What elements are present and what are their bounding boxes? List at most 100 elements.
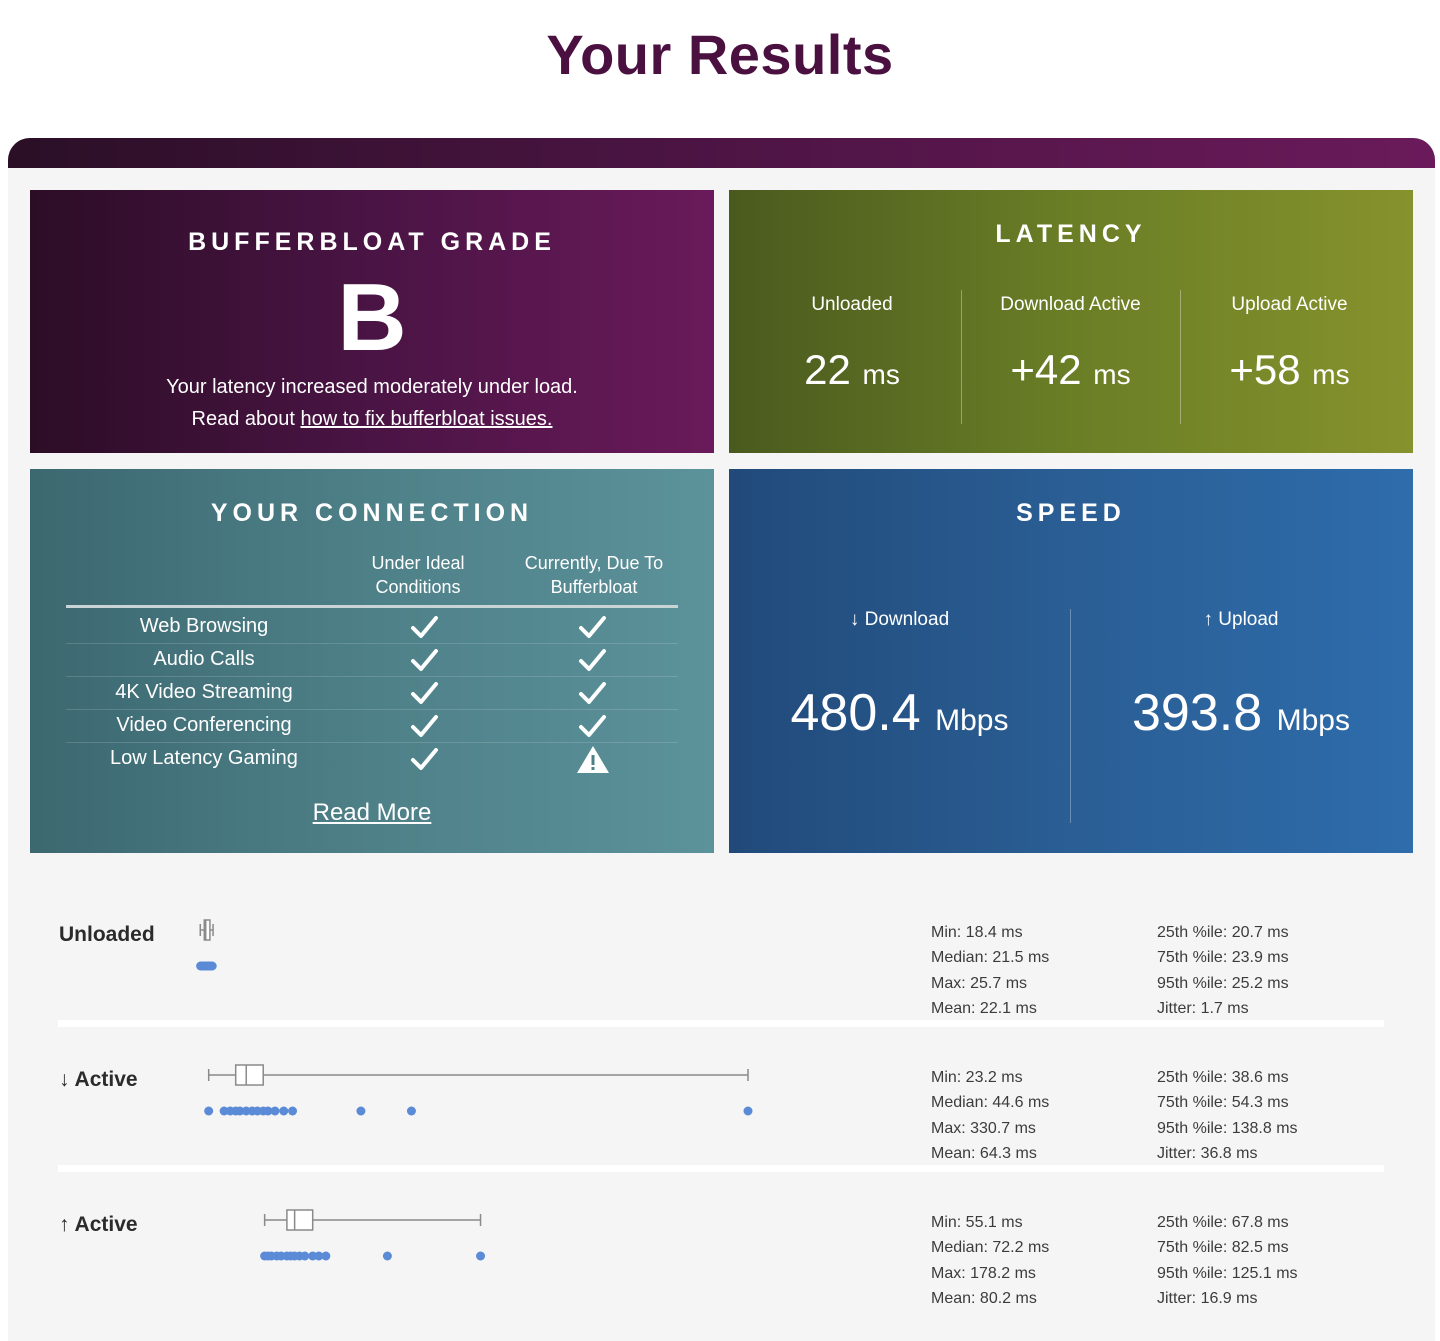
latency-box-plot: [260, 1209, 486, 1261]
stat-line: Jitter: 1.7 ms: [1157, 999, 1249, 1017]
ideal-status: [405, 646, 445, 674]
latency-sample-point: [406, 1106, 416, 1116]
speed-card: SPEED ↓ Download 480.4 Mbps ↑ Upload 393…: [729, 469, 1413, 853]
download-value: 480.4 Mbps: [790, 684, 1009, 742]
latency-label: Download Active: [1000, 294, 1141, 315]
latency-sample-point: [288, 1106, 298, 1116]
warning-icon: [577, 746, 609, 773]
stat-line: Min: 55.1 ms: [931, 1214, 1023, 1231]
stat-line: Jitter: 36.8 ms: [1157, 1144, 1258, 1162]
check-icon: [411, 682, 438, 704]
connection-row: Web Browsing: [66, 611, 678, 644]
stat-line: 25th %ile: 20.7 ms: [1157, 924, 1289, 941]
results-panel: BUFFERBLOAT GRADE B Your latency increas…: [8, 138, 1435, 1341]
latency-box-plot: [204, 1064, 753, 1116]
latency-upload-active: Upload Active +58 ms: [1180, 290, 1398, 424]
connection-row-label: Audio Calls: [153, 648, 255, 670]
ideal-status: [405, 745, 445, 773]
stat-line: Min: 23.2 ms: [931, 1069, 1023, 1086]
stats-left: Min: 23.2 ms Median: 44.6 ms Max: 330.7 ms…: [931, 1065, 1049, 1166]
grade-heading: BUFFERBLOAT GRADE: [188, 228, 556, 256]
bufferbloat-grade-card: BUFFERBLOAT GRADE B Your latency increas…: [30, 190, 714, 453]
latency-sample-point: [476, 1251, 486, 1261]
check-icon: [579, 616, 606, 638]
latency-sample-point: [204, 1106, 214, 1116]
box-iqr: [234, 1064, 264, 1086]
stat-line: Median: 44.6 ms: [931, 1094, 1050, 1112]
section-divider: [58, 1165, 1384, 1172]
latency-sample-point: [279, 1106, 289, 1116]
stat-line: 95th %ile: 125.1 ms: [1157, 1264, 1298, 1282]
upload-value: 393.8 Mbps: [1132, 684, 1350, 742]
read-more-link[interactable]: Read More: [312, 799, 432, 826]
speed-heading: SPEED: [1016, 499, 1126, 527]
stats-right: 25th %ile: 67.8 ms 75th %ile: 82.5 ms 95th…: [1157, 1210, 1298, 1311]
latency-label: Unloaded: [811, 294, 893, 315]
stat-line: 25th %ile: 67.8 ms: [1157, 1214, 1289, 1231]
stats-left: Min: 55.1 ms Median: 72.2 ms Max: 178.2 ms…: [931, 1210, 1049, 1311]
panel-top-bar: [8, 138, 1435, 168]
grade-description: Your latency increased moderately under …: [166, 376, 578, 398]
column-header-current: Currently, Due To Bufferbloat: [524, 553, 664, 597]
check-icon: [579, 649, 606, 671]
stat-line: Min: 18.4 ms: [931, 924, 1023, 941]
latency-section-label: ↓ Active: [59, 1068, 138, 1091]
check-icon: [411, 616, 438, 638]
connection-card: YOUR CONNECTION Under Ideal Conditions Cu…: [30, 469, 714, 853]
stat-line: Jitter: 16.9 ms: [1157, 1289, 1258, 1307]
check-icon: [579, 715, 606, 737]
latency-section-label: Unloaded: [59, 923, 155, 946]
latency-card: LATENCY Unloaded 22 ms Download Active +…: [729, 190, 1413, 453]
latency-detail-section: ↓ Active Min: 23.2 ms Median: 44.6 ms Max: …: [8, 1013, 1435, 1172]
check-icon: [579, 682, 606, 704]
latency-section-label: ↑ Active: [59, 1213, 138, 1236]
box-iqr: [286, 1209, 314, 1231]
page-title: Your Results: [546, 23, 894, 86]
latency-label: Upload Active: [1231, 294, 1348, 315]
connection-row: Low Latency Gaming: [66, 743, 678, 776]
grade-link-prefix: Read about: [191, 408, 301, 430]
latency-sample-point: [321, 1251, 331, 1261]
ideal-status: [405, 613, 445, 641]
connection-row: Video Conferencing: [66, 710, 678, 743]
stat-line: 75th %ile: 54.3 ms: [1157, 1094, 1289, 1112]
stats-left: Min: 18.4 ms Median: 21.5 ms Max: 25.7 ms M…: [931, 920, 1049, 1021]
latency-sample-point: [382, 1251, 392, 1261]
ideal-status: [405, 712, 445, 740]
latency-box-plot: [196, 919, 217, 971]
grade-letter: B: [337, 264, 407, 371]
stat-line: Mean: 80.2 ms: [931, 1289, 1037, 1307]
stat-line: 95th %ile: 25.2 ms: [1157, 974, 1289, 992]
connection-row-label: 4K Video Streaming: [115, 681, 293, 703]
latency-detail-section: ↑ Active Min: 55.1 ms Median: 72.2 ms Max: …: [8, 1158, 1435, 1307]
section-divider: [58, 1020, 1384, 1027]
stat-line: Mean: 64.3 ms: [931, 1144, 1037, 1162]
box-iqr: [203, 919, 211, 941]
stat-line: Median: 21.5 ms: [931, 949, 1050, 967]
stat-line: Median: 72.2 ms: [931, 1239, 1050, 1257]
upload-label: ↑ Upload: [1203, 609, 1279, 630]
latency-sample-point: [743, 1106, 753, 1116]
connection-row: Audio Calls: [66, 644, 678, 677]
latency-detail-section: Unloaded Min: 18.4 ms Median: 21.5 ms Max: …: [8, 868, 1435, 1027]
latency-sample-point: [314, 1251, 324, 1261]
stat-line: 95th %ile: 138.8 ms: [1157, 1119, 1298, 1137]
latency-sample-point: [235, 1106, 245, 1116]
latency-value: +58 ms: [1229, 346, 1350, 393]
latency-sample-point: [207, 961, 217, 971]
stat-line: 25th %ile: 38.6 ms: [1157, 1069, 1289, 1086]
latency-heading: LATENCY: [995, 220, 1147, 248]
stat-line: Max: 330.7 ms: [931, 1119, 1036, 1137]
latency-unloaded: Unloaded 22 ms: [743, 290, 961, 424]
stat-line: 75th %ile: 82.5 ms: [1157, 1239, 1289, 1257]
column-header-ideal: Under Ideal Conditions: [371, 553, 465, 597]
connection-row: 4K Video Streaming: [66, 677, 678, 710]
stats-right: 25th %ile: 38.6 ms 75th %ile: 54.3 ms 95th…: [1157, 1065, 1298, 1166]
grade-link-line: Read about how to fix bufferbloat issues…: [30, 408, 714, 431]
fix-bufferbloat-link[interactable]: how to fix bufferbloat issues.: [300, 408, 553, 430]
latency-sample-point: [300, 1251, 310, 1261]
stat-line: Max: 178.2 ms: [931, 1264, 1036, 1282]
current-status: [573, 646, 613, 674]
ideal-status: [405, 679, 445, 707]
latency-download-active: Download Active +42 ms: [961, 290, 1179, 424]
